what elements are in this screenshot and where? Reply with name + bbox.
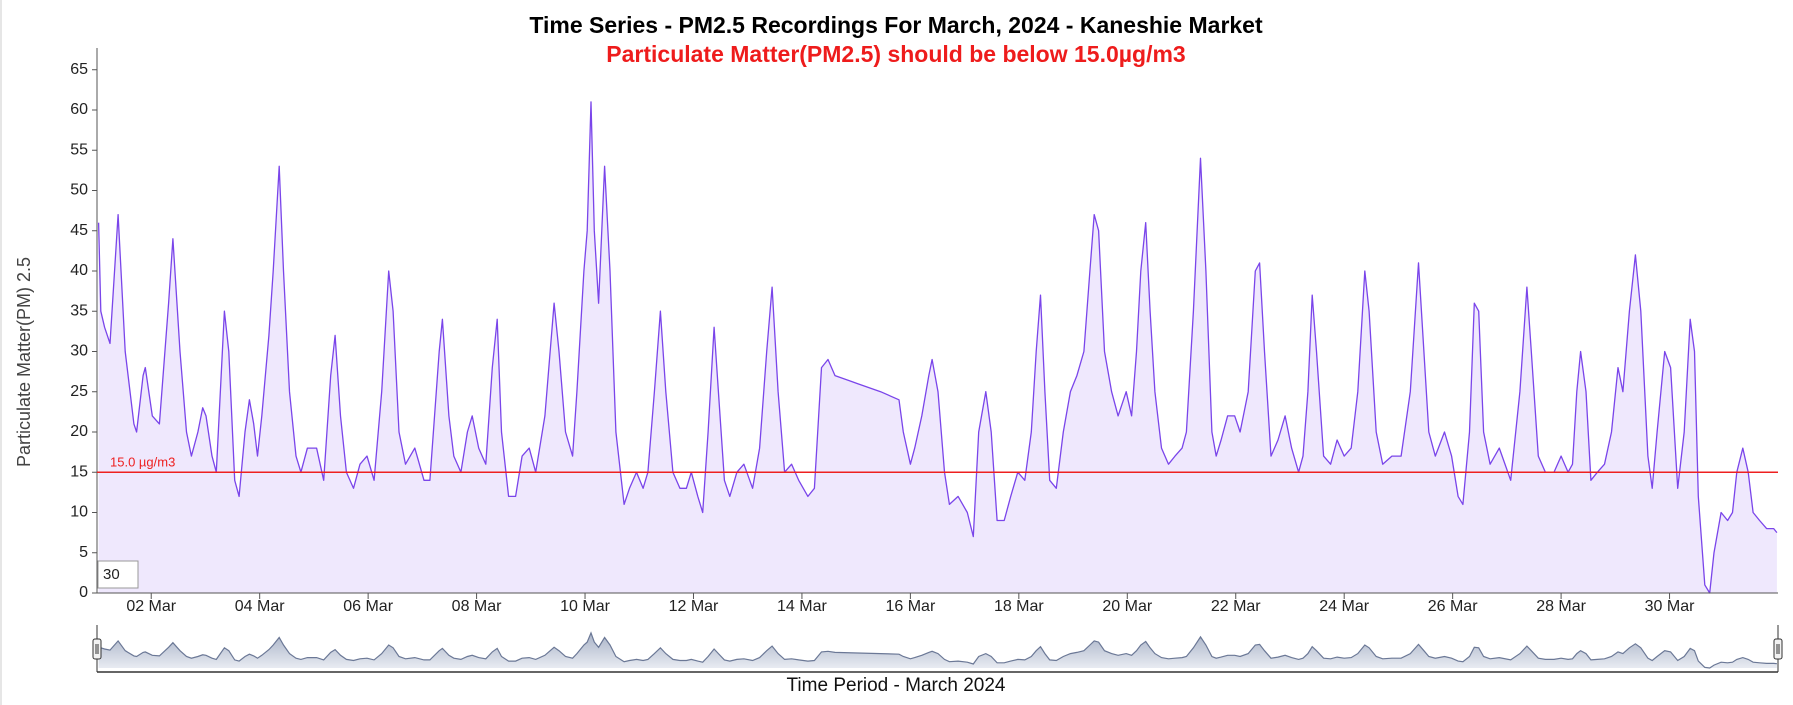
navigator-line bbox=[98, 631, 1777, 669]
x-tick-label: 14 Mar bbox=[777, 598, 827, 615]
y-tick-label: 5 bbox=[79, 544, 88, 561]
y-tick-label: 0 bbox=[79, 584, 88, 601]
zoom-input-text: 30 bbox=[103, 566, 120, 583]
x-tick-label: 02 Mar bbox=[126, 598, 176, 615]
y-tick-label: 10 bbox=[70, 504, 88, 521]
x-tick-label: 10 Mar bbox=[560, 598, 610, 615]
x-tick-label: 30 Mar bbox=[1645, 598, 1695, 615]
chart-subtitle: Particulate Matter(PM2.5) should be belo… bbox=[606, 41, 1185, 67]
x-tick-label: 16 Mar bbox=[885, 598, 935, 615]
y-tick-label: 30 bbox=[70, 343, 88, 360]
y-tick-label: 60 bbox=[70, 101, 88, 118]
x-tick-label: 22 Mar bbox=[1211, 598, 1261, 615]
x-tick-label: 06 Mar bbox=[343, 598, 393, 615]
y-axis-label: Particulate Matter(PM) 2.5 bbox=[14, 257, 34, 467]
zoom-input bbox=[97, 560, 139, 589]
x-tick-label: 04 Mar bbox=[235, 598, 285, 615]
y-tick-label: 50 bbox=[70, 182, 88, 199]
x-tick-label: 24 Mar bbox=[1319, 598, 1369, 615]
y-tick-label: 35 bbox=[70, 302, 88, 319]
navigator-handle[interactable] bbox=[1773, 638, 1783, 660]
navigator-area bbox=[98, 632, 1777, 668]
y-tick-label: 65 bbox=[70, 61, 88, 78]
x-tick-label: 20 Mar bbox=[1102, 598, 1152, 615]
series-line bbox=[97, 101, 1778, 594]
y-tick-label: 40 bbox=[70, 262, 88, 279]
x-tick-label: 12 Mar bbox=[669, 598, 719, 615]
y-tick-label: 45 bbox=[70, 222, 88, 239]
area-fill bbox=[98, 101, 1777, 594]
navigator-handle[interactable] bbox=[92, 638, 102, 660]
chart-title: Time Series - PM2.5 Recordings For March… bbox=[529, 12, 1263, 38]
y-tick-label: 15 bbox=[70, 463, 88, 480]
x-tick-label: 28 Mar bbox=[1536, 598, 1586, 615]
y-tick-label: 20 bbox=[70, 423, 88, 440]
x-tick-label: 18 Mar bbox=[994, 598, 1044, 615]
y-tick-label: 55 bbox=[70, 141, 88, 158]
x-axis-label: Time Period - March 2024 bbox=[787, 675, 1006, 696]
y-tick-label: 25 bbox=[70, 383, 88, 400]
x-tick-label: 08 Mar bbox=[452, 598, 502, 615]
x-tick-label: 26 Mar bbox=[1428, 598, 1478, 615]
threshold-label: 15.0 µg/m3 bbox=[110, 455, 175, 470]
